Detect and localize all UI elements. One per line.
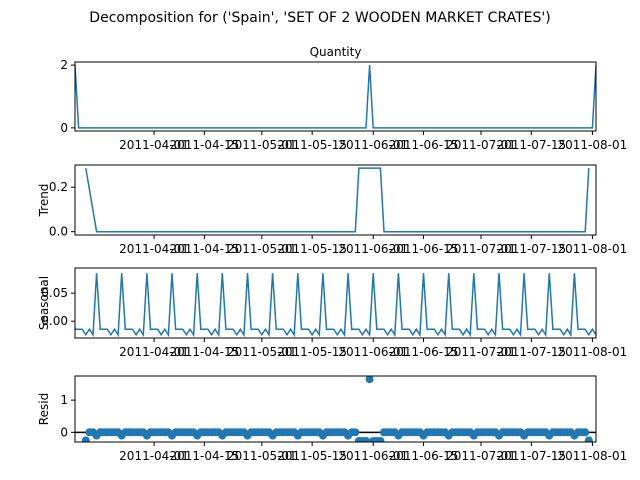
x-tick-label: 2011-04-15 [169, 449, 239, 463]
resid-point [362, 437, 370, 442]
x-tick-label: 2011-04-15 [169, 345, 239, 359]
panel-4: Resid012011-04-012011-04-152011-05-01201… [37, 375, 627, 463]
x-tick-label: 2011-08-01 [558, 242, 628, 256]
figure-title: Decomposition for ('Spain', 'SET OF 2 WO… [89, 10, 550, 26]
x-tick-label: 2011-07-15 [496, 449, 566, 463]
trend-line [85, 167, 590, 233]
x-tick-label: 2011-04-15 [169, 138, 239, 152]
axes-frame [74, 164, 597, 236]
x-tick-label: 2011-04-01 [119, 242, 189, 256]
y-tick-label: 0 [60, 425, 68, 439]
x-tick-label: 2011-05-15 [277, 138, 347, 152]
x-tick-label: 2011-07-01 [446, 138, 516, 152]
y-tick-label: 0.05 [41, 286, 68, 300]
x-tick-label: 2011-08-01 [558, 449, 628, 463]
resid-point [581, 428, 590, 437]
x-tick-label: 2011-07-15 [496, 242, 566, 256]
x-tick-label: 2011-06-15 [389, 449, 459, 463]
y-tick-label: 0.2 [49, 180, 68, 194]
x-tick-label: 2011-07-01 [446, 242, 516, 256]
y-tick-label: 0 [60, 121, 68, 135]
x-tick-label: 2011-04-15 [169, 242, 239, 256]
resid-point [81, 436, 90, 442]
x-tick-label: 2011-06-15 [389, 345, 459, 359]
y-axis-label: Trend [37, 184, 51, 218]
panels: Quantity022011-04-012011-04-152011-05-01… [37, 45, 627, 463]
x-tick-label: 2011-04-01 [119, 345, 189, 359]
y-tick-label: 0.00 [41, 314, 68, 328]
plot-area [75, 273, 596, 338]
x-tick-label: 2011-05-01 [227, 345, 297, 359]
quantity-line [75, 65, 596, 129]
resid-point [584, 436, 593, 442]
x-tick-label: 2011-04-01 [119, 138, 189, 152]
x-tick-label: 2011-05-01 [227, 449, 297, 463]
panel-3: Seasonal0.000.052011-04-012011-04-152011… [37, 267, 628, 359]
y-axis-label: Seasonal [37, 276, 51, 330]
axes-frame [74, 61, 597, 132]
resid-point [365, 376, 374, 384]
seasonal-line [75, 273, 596, 338]
y-tick-label: 0.0 [49, 225, 68, 239]
x-tick-label: 2011-05-01 [227, 138, 297, 152]
x-tick-label: 2011-08-01 [558, 345, 628, 359]
x-tick-label: 2011-05-15 [277, 242, 347, 256]
x-tick-label: 2011-04-01 [119, 449, 189, 463]
x-tick-label: 2011-05-01 [227, 242, 297, 256]
x-tick-label: 2011-05-15 [277, 449, 347, 463]
x-tick-label: 2011-06-15 [389, 242, 459, 256]
x-tick-label: 2011-06-01 [338, 345, 408, 359]
x-tick-label: 2011-06-01 [338, 449, 408, 463]
x-tick-label: 2011-06-01 [338, 138, 408, 152]
plot-area [75, 376, 596, 442]
y-tick-label: 2 [60, 58, 68, 72]
resid-point [376, 437, 385, 442]
plot-area [75, 65, 596, 129]
panel-2: Trend 0.0 0.2 2011-04-012011-04-152011-05-0… [37, 164, 628, 256]
x-tick-label: 2011-05-15 [277, 345, 347, 359]
x-tick-label: 2011-06-01 [338, 242, 408, 256]
y-tick-label: 1 [60, 393, 68, 407]
x-tick-label: 2011-07-01 [446, 449, 516, 463]
axes-frame [74, 267, 597, 339]
x-tick-label: 2011-08-01 [558, 138, 628, 152]
panel-title: Quantity [310, 45, 362, 59]
axes-frame [74, 375, 597, 443]
y-axis-label: Resid [37, 393, 51, 425]
x-tick-label: 2011-06-15 [389, 138, 459, 152]
x-tick-label: 2011-07-01 [446, 345, 516, 359]
panel-1: Quantity 0 2 2011-04-012011-04-152011-05-01… [60, 45, 627, 152]
x-tick-label: 2011-07-15 [496, 345, 566, 359]
x-tick-label: 2011-07-15 [496, 138, 566, 152]
resid-point [351, 428, 360, 437]
plot-area [85, 167, 590, 233]
